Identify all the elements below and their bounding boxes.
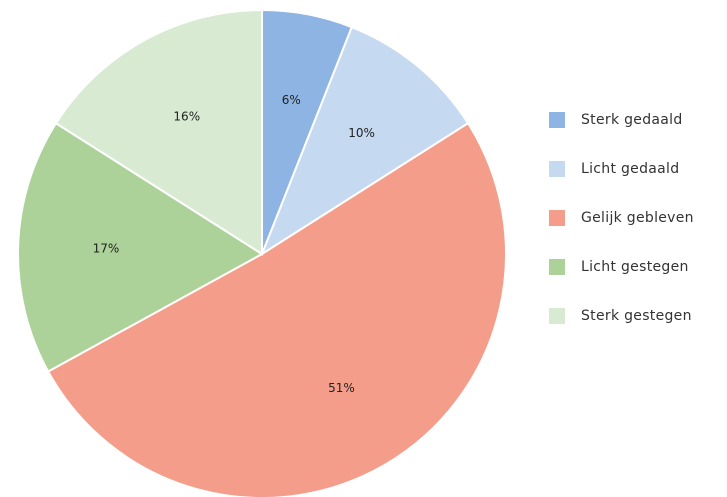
slice-label: 6% [282,93,301,107]
slice-label: 51% [328,381,355,395]
legend-label: Sterk gedaald [581,112,683,128]
pie-slice [17,121,264,373]
slice-label: 16% [173,110,200,124]
slice-label: 17% [93,242,120,256]
legend-swatch [549,259,565,275]
pie-slice [54,8,263,256]
legend-label: Sterk gestegen [581,308,692,324]
legend-label: Gelijk gebleven [581,210,694,226]
slice-label: 10% [348,126,375,140]
legend-swatch [549,210,565,226]
legend-label: Licht gedaald [581,161,679,177]
legend-swatch [549,112,565,128]
pie-slice [259,25,470,257]
legend-swatch [549,161,565,177]
pie-slice [46,121,507,497]
legend-label: Licht gestegen [581,259,689,275]
legend-swatch [549,308,565,324]
